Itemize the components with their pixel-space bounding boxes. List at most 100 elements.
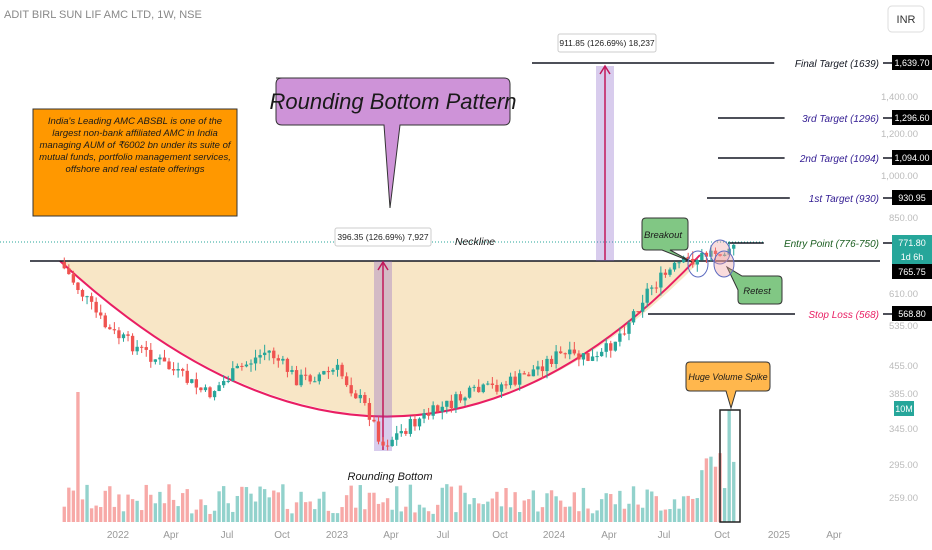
candle-body — [303, 374, 308, 376]
candle-body — [586, 353, 590, 361]
candle-body — [691, 258, 695, 265]
candle-body — [568, 349, 572, 355]
candle-body — [149, 349, 153, 362]
volume-bar — [463, 492, 467, 522]
candle-body — [376, 421, 381, 442]
time-axis-label: Apr — [383, 530, 399, 541]
candle-body — [94, 301, 98, 313]
candle-body — [718, 253, 722, 256]
time-axis-label: Apr — [826, 530, 842, 541]
volume-bar — [618, 490, 622, 522]
volume-bar — [313, 509, 317, 522]
price-label-second-target: 1,094.00 — [894, 153, 929, 163]
candle-body — [185, 370, 189, 383]
candle-body — [372, 419, 376, 422]
volume-bar — [568, 506, 572, 522]
candle-body — [681, 256, 686, 263]
candle-body — [595, 356, 599, 358]
level-label: Entry Point (776-750) — [784, 239, 879, 250]
volume-bar — [563, 506, 567, 522]
volume-bar — [290, 513, 294, 522]
volume-bar — [449, 486, 454, 522]
time-axis-label: Jul — [658, 530, 671, 541]
volume-bar — [221, 486, 226, 522]
candle-body — [445, 400, 449, 407]
volume-bar — [253, 501, 258, 522]
candle-body — [663, 272, 668, 275]
volume-bar — [212, 510, 217, 522]
volume-bar — [231, 511, 235, 522]
candle-body — [244, 364, 249, 367]
candle-body — [203, 387, 208, 391]
volume-bar — [126, 494, 130, 522]
candle-body — [121, 334, 126, 339]
volume-bar — [431, 513, 435, 522]
price-labels: 1,639.70 1,296.60 1,094.00 930.95 771.80 1d 6… — [892, 55, 932, 416]
target-levels: Final Target (1639) 3rd Target (1296) 2nd … — [532, 55, 892, 321]
candle-body — [354, 393, 358, 399]
volume-bar — [71, 490, 76, 522]
time-axis-label: 2025 — [768, 530, 791, 541]
volume-bar — [276, 492, 280, 522]
volume-bar — [285, 508, 290, 522]
price-tick-label: 455.00 — [889, 361, 918, 372]
candle-body — [686, 256, 690, 259]
candle-body — [199, 387, 203, 391]
candle-body — [71, 274, 76, 283]
price-tick-label: 295.00 — [889, 460, 918, 471]
volume-bar — [499, 506, 504, 522]
price-label-second-target-bg — [892, 150, 932, 165]
candle-body — [536, 366, 540, 370]
measure-1-arrowhead — [377, 260, 389, 271]
volume-bars — [62, 392, 736, 522]
candle-body — [590, 356, 595, 361]
candle-body — [226, 380, 230, 382]
candle-body — [540, 366, 545, 372]
candlesticks — [62, 241, 736, 451]
time-axis-label: Oct — [714, 530, 730, 541]
price-tick-label: 850.00 — [889, 213, 918, 224]
candle-body — [335, 364, 340, 370]
level-label-bg — [795, 306, 883, 320]
candle-body — [108, 327, 112, 330]
volume-bar — [381, 502, 385, 522]
candle-body — [126, 334, 130, 336]
candle-body — [140, 346, 144, 348]
volume-bar — [89, 508, 94, 522]
volume-bar — [486, 501, 490, 522]
candle-body — [144, 347, 148, 350]
volume-bar — [545, 493, 549, 522]
volume-bar — [80, 499, 85, 522]
volume-bar — [176, 506, 180, 522]
volume-bar — [194, 509, 199, 522]
currency-button[interactable]: INR — [887, 5, 925, 33]
level-label-bg — [784, 150, 883, 164]
volume-bar — [426, 511, 431, 522]
volume-bar — [700, 470, 704, 522]
candle-body — [112, 329, 117, 331]
volume-bar — [577, 511, 581, 522]
price-label-countdown-bg — [892, 249, 932, 264]
candle-body — [531, 369, 536, 377]
candle-body — [463, 397, 467, 401]
candle-body — [477, 386, 481, 393]
candle-body — [668, 269, 672, 275]
candle-body — [62, 262, 66, 269]
price-label-volume: 10M — [895, 404, 913, 414]
volume-bar — [722, 488, 727, 522]
candle-body — [267, 350, 271, 353]
candle-body — [308, 375, 312, 382]
price-tick-label: 1,400.00 — [881, 92, 918, 103]
volume-bar — [681, 496, 686, 522]
candle-body — [709, 250, 713, 257]
time-axis-label: Oct — [492, 530, 508, 541]
volume-bar — [340, 507, 344, 522]
candle-body — [358, 394, 362, 399]
price-tick-label: 385.00 — [889, 389, 918, 400]
volume-bar — [349, 485, 353, 522]
volume-bar — [203, 505, 208, 522]
candle-body — [522, 373, 526, 375]
volume-bar — [331, 513, 335, 522]
candle-body — [572, 349, 577, 354]
candle-body — [67, 268, 71, 275]
